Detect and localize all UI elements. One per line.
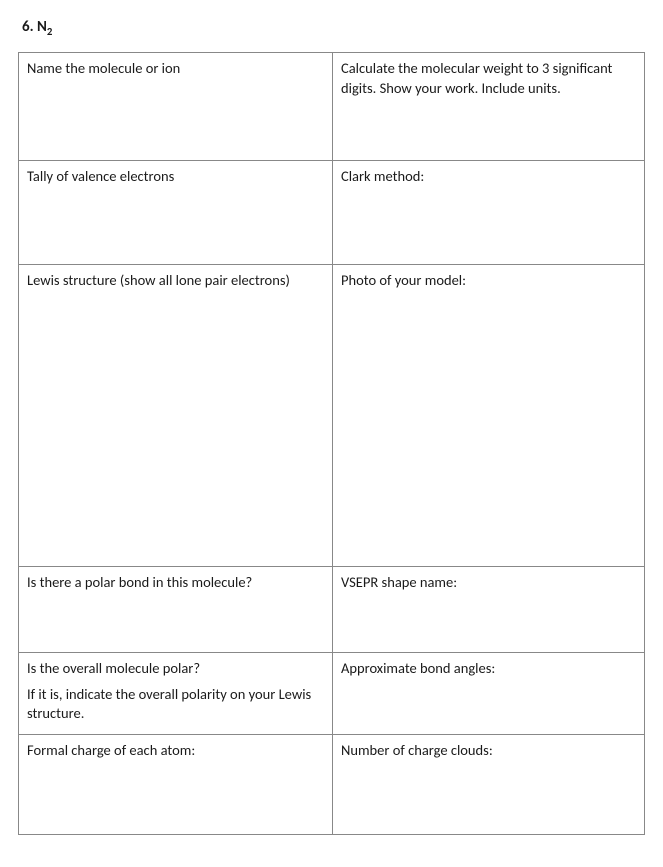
label-molecule-polar-note: If it is, indicate the overall polarity … [27, 685, 324, 724]
cell-valence-electrons: Tally of valence electrons [19, 161, 333, 265]
cell-bond-angles: Approximate bond angles: [333, 653, 645, 735]
label-lewis-structure: Lewis structure (show all lone pair elec… [27, 271, 290, 289]
question-heading: 6. N2 [22, 18, 645, 38]
worksheet-table: Name the molecule or ion Calculate the m… [18, 52, 645, 835]
label-valence-electrons: Tally of valence electrons [27, 167, 174, 185]
cell-lewis-structure: Lewis structure (show all lone pair elec… [19, 265, 333, 567]
heading-formula-subscript: 2 [47, 25, 52, 38]
label-vsepr-shape: VSEPR shape name: [341, 573, 457, 591]
cell-charge-clouds: Number of charge clouds: [333, 734, 645, 834]
cell-molecule-polar: Is the overall molecule polar? If it is,… [19, 653, 333, 735]
cell-formal-charge: Formal charge of each atom: [19, 734, 333, 834]
cell-model-photo: Photo of your model: [333, 265, 645, 567]
heading-number: 6. [22, 18, 34, 36]
cell-molecular-weight: Calculate the molecular weight to 3 sign… [333, 53, 645, 161]
label-polar-bond: Is there a polar bond in this molecule? [27, 573, 252, 591]
cell-polar-bond: Is there a polar bond in this molecule? [19, 567, 333, 653]
cell-name-molecule: Name the molecule or ion [19, 53, 333, 161]
label-model-photo: Photo of your model: [341, 271, 466, 289]
label-name-molecule: Name the molecule or ion [27, 59, 180, 77]
label-formal-charge: Formal charge of each atom: [27, 741, 195, 759]
label-clark-method: Clark method: [341, 167, 424, 185]
heading-formula-base: N [37, 18, 47, 36]
cell-vsepr-shape: VSEPR shape name: [333, 567, 645, 653]
label-molecule-polar-q: Is the overall molecule polar? [27, 659, 324, 679]
label-bond-angles: Approximate bond angles: [341, 659, 495, 677]
label-charge-clouds: Number of charge clouds: [341, 741, 493, 759]
label-molecular-weight: Calculate the molecular weight to 3 sign… [341, 59, 612, 97]
cell-clark-method: Clark method: [333, 161, 645, 265]
